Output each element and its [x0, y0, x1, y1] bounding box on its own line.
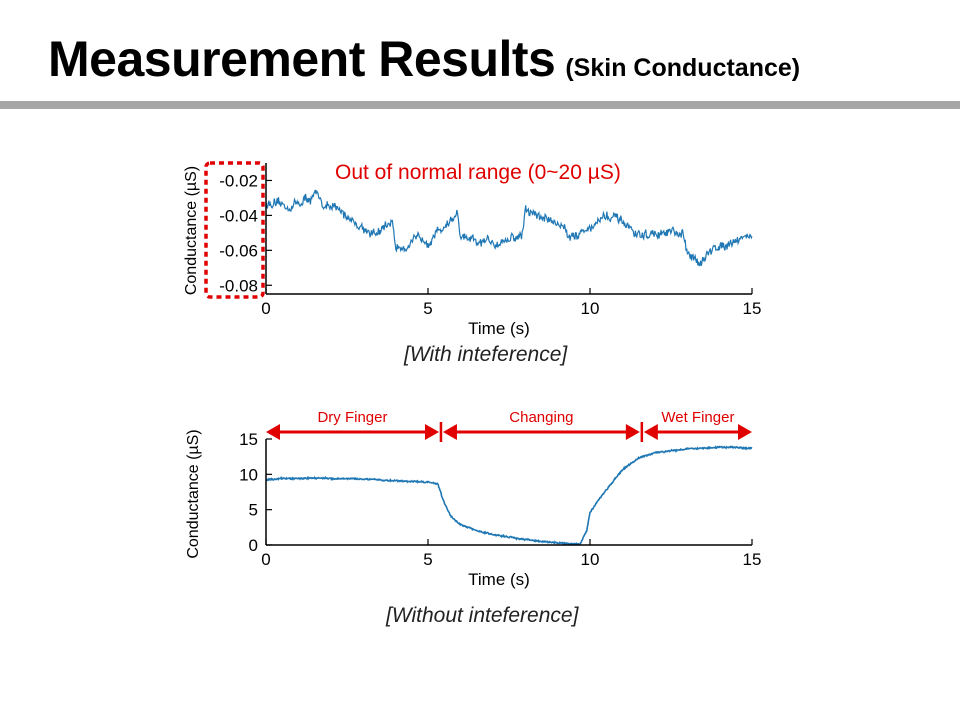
x-tick-label: 5	[423, 299, 432, 318]
series-line-0	[265, 189, 753, 267]
slide-title-main: Measurement Results	[48, 31, 556, 87]
region-arrow-head-left	[643, 424, 658, 440]
chart-without-interference: 0 5 10 15 0 5 10 15 Time (s) Conductance (µS) Dry …	[185, 409, 761, 589]
y-tick-label: -0.06	[219, 241, 258, 260]
x-axis-label: Time (s)	[468, 319, 530, 338]
x-axis-label: Time (s)	[468, 570, 530, 589]
x-tick-label: 10	[581, 550, 600, 569]
y-tick-label: -0.04	[219, 206, 258, 225]
region-arrow-head-right	[738, 424, 752, 440]
chart-with-interference: 0 5 10 15 -0.02 -0.04 -0.06 -0.08 Time (s) Conduc…	[183, 161, 761, 338]
out-of-range-annotation: Out of normal range (0~20 µS)	[335, 161, 621, 184]
x-tick-label: 15	[743, 299, 762, 318]
slide-title-subtitle: (Skin Conductance)	[565, 54, 801, 82]
region-label: Changing	[509, 409, 573, 426]
caption-with-interference: [With inteference]	[404, 343, 568, 366]
y-tick-label: 10	[239, 465, 258, 484]
x-tick-label: 10	[581, 299, 600, 318]
x-tick-label: 0	[261, 299, 270, 318]
y-tick-label: -0.08	[219, 276, 258, 295]
y-tick-label: -0.02	[219, 171, 258, 190]
y-tick-label: 5	[249, 501, 258, 520]
caption-without-interference: [Without inteference]	[386, 604, 579, 627]
region-arrow-head-left	[442, 424, 457, 440]
region-arrow-head-right	[424, 424, 439, 440]
out-of-range-highlight-box	[204, 161, 265, 299]
y-tick-label: 15	[239, 430, 258, 449]
region-label: Dry Finger	[317, 409, 387, 426]
y-axis-label: Conductance (µS)	[183, 166, 200, 295]
x-tick-label: 0	[261, 550, 270, 569]
region-arrow-head-right	[625, 424, 640, 440]
region-label: Wet Finger	[661, 409, 734, 426]
slide-title: Measurement Results (Skin Conductance)	[48, 30, 800, 88]
region-arrow-head-left	[266, 424, 280, 440]
y-axis-label: Conductance (µS)	[185, 429, 202, 558]
series-line-0	[265, 445, 753, 546]
title-rule	[0, 101, 960, 109]
x-tick-label: 5	[423, 550, 432, 569]
x-tick-label: 15	[743, 550, 762, 569]
y-tick-label: 0	[249, 536, 258, 555]
